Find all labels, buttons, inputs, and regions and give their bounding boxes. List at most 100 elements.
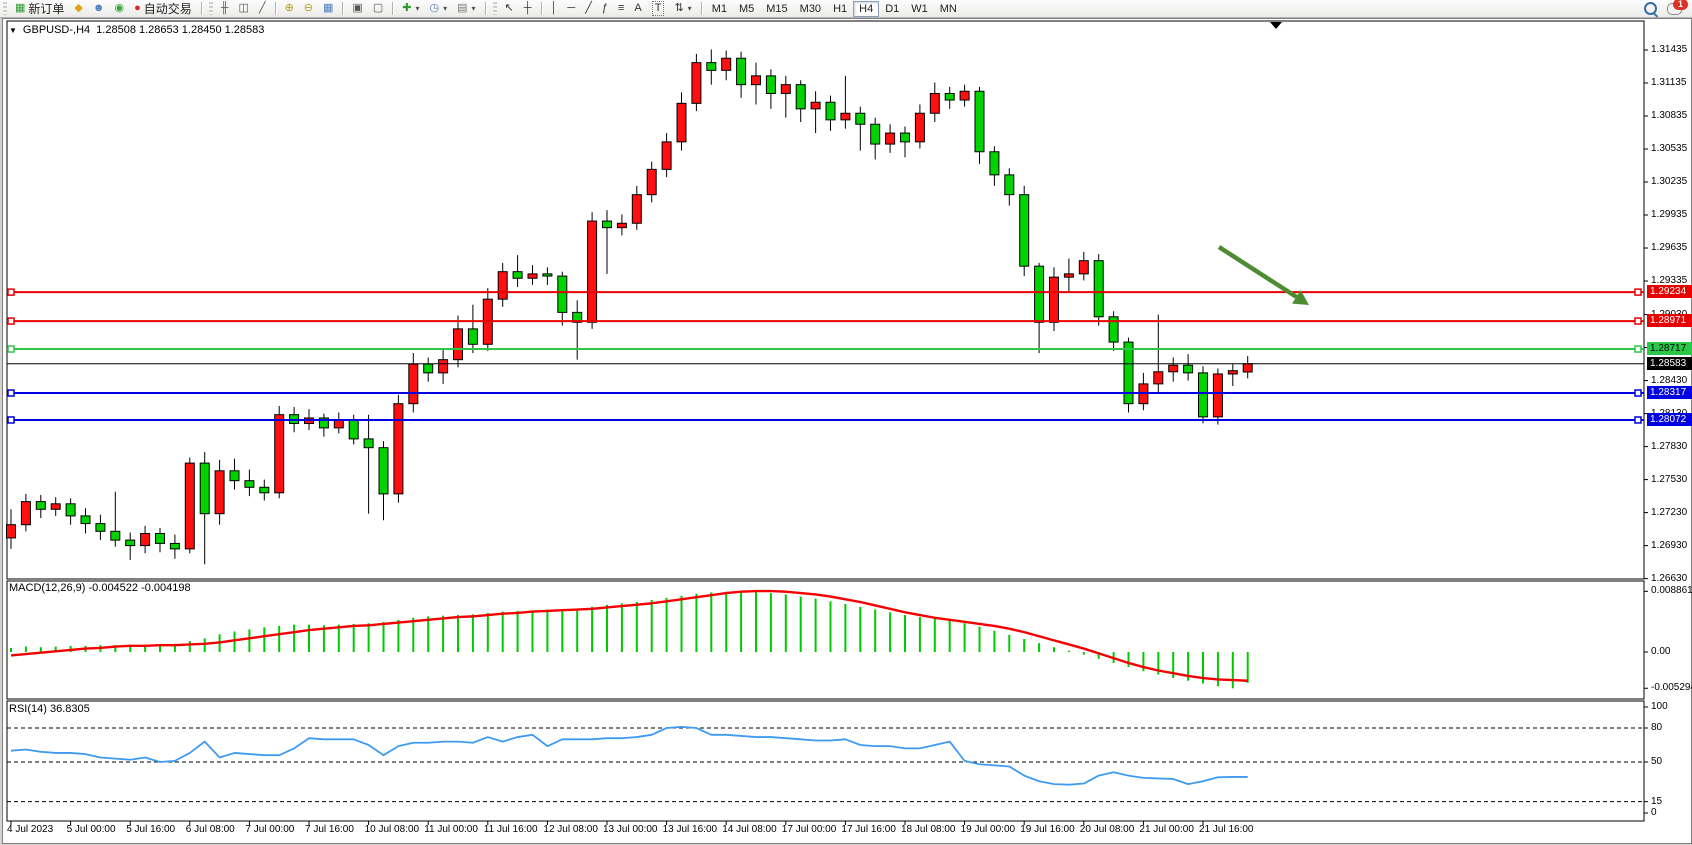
channel-button[interactable]: ≡ [613, 0, 629, 17]
price-tick-label: 1.28430 [1651, 374, 1688, 386]
tile-windows-button[interactable]: ▦ [318, 0, 338, 17]
cursor-button[interactable]: ↖ [500, 0, 519, 17]
new-order-icon: ▦ [15, 2, 26, 14]
styler-bucket-icon: ◆ [74, 2, 83, 14]
chart-shift-button[interactable]: ▢ [368, 0, 388, 17]
candle-body [1049, 276, 1059, 323]
timeframe-m15-button[interactable]: M15 [766, 2, 788, 15]
template-button[interactable]: ▤ ▾ [452, 0, 480, 17]
candle-body [1227, 370, 1238, 375]
cursor-icon: ↖ [504, 2, 514, 14]
fibonacci-button[interactable]: ƒ [597, 0, 613, 17]
timeframe-mn-button[interactable]: MN [939, 2, 957, 15]
candle-body [721, 57, 732, 71]
support-line-blue-2-handle-right[interactable] [1634, 416, 1642, 424]
toolbar-separator [484, 2, 486, 15]
timeframe-d1-button[interactable]: D1 [885, 2, 900, 15]
horizontal-line-button[interactable]: ─ [562, 0, 580, 17]
candle-body [393, 403, 404, 495]
crosshair-button[interactable]: ┼ [519, 0, 537, 17]
autotrading-button[interactable]: ● 自动交易 [129, 0, 197, 17]
support-line-green-handle-right[interactable] [1634, 345, 1642, 353]
resistance-line-1-handle-right[interactable] [1634, 288, 1642, 296]
support-line-green-handle-left[interactable] [7, 345, 15, 353]
candle-body [676, 102, 687, 143]
rsi-pane [6, 700, 1645, 822]
search-icon[interactable] [1644, 2, 1657, 15]
tile-windows-icon: ▦ [323, 2, 334, 14]
fibonacci-icon: ƒ [601, 2, 608, 14]
candle-body [1093, 260, 1104, 318]
price-tick-label: 1.30535 [1651, 143, 1688, 154]
candle-body [155, 532, 165, 544]
timeframe-h4-button[interactable]: H4 [853, 0, 880, 17]
new-order-button-label: 新订单 [28, 2, 65, 16]
add-indicator-icon: ✚ [402, 2, 412, 14]
line-chart-button[interactable]: ╱ [254, 0, 271, 17]
time-tick-label: 12 Jul 08:00 [543, 824, 598, 835]
candle-body [229, 470, 240, 482]
zoom-in-button[interactable]: ⊕ [280, 0, 299, 17]
add-indicator-button[interactable]: ✚ ▾ [397, 0, 424, 17]
resistance-line-2-handle-left[interactable] [7, 317, 15, 325]
time-tick-label: 11 Jul 00:00 [424, 824, 478, 835]
timeframe-m30-button[interactable]: M30 [799, 2, 822, 15]
macd-signal-line [10, 589, 1248, 682]
price-tick-label: 1.29935 [1651, 209, 1688, 221]
candle-body [348, 419, 359, 440]
macd-pane [6, 580, 1645, 700]
annotation-arrow-shaft[interactable] [1217, 245, 1298, 299]
annotation-arrow-head[interactable] [1292, 290, 1309, 305]
candle-body [6, 524, 16, 539]
resistance-line-1-handle-left[interactable] [7, 288, 15, 296]
support-line-blue-1-handle-left[interactable] [7, 389, 15, 397]
zoom-out-button[interactable]: ⊖ [299, 0, 318, 17]
zoom-out-icon: ⊖ [303, 2, 314, 14]
resistance-line-2-handle-right[interactable] [1634, 317, 1642, 325]
timeframe-m1-button[interactable]: M1 [711, 2, 727, 15]
macd-pane-label: MACD(12,26,9) -0.004522 -0.004198 [9, 582, 191, 594]
timeframe-w1-button[interactable]: W1 [911, 2, 928, 15]
text-button[interactable]: A [629, 0, 646, 17]
line-chart-icon: ╱ [258, 2, 266, 14]
new-order-button[interactable]: ▦ 新订单 [10, 0, 69, 17]
vertical-line-button[interactable]: │ [546, 0, 563, 17]
text-label-button[interactable]: T [647, 0, 670, 17]
chevron-down-icon[interactable]: ▼ [9, 25, 17, 35]
candle-body [467, 328, 478, 345]
support-line-blue-1-handle-right[interactable] [1634, 389, 1642, 397]
styler-bucket-button[interactable]: ◆ [69, 0, 87, 17]
candle-body [885, 132, 896, 145]
auto-scroll-button[interactable]: ▣ [347, 0, 367, 17]
price-tick-label: 1.29635 [1651, 242, 1688, 254]
candlestick-chart-button[interactable]: ◫ [234, 0, 254, 17]
chat-icon[interactable]: 1 [1667, 0, 1688, 15]
support-line-green-price-label: 1.28717 [1647, 342, 1692, 355]
symbol-info-bar[interactable]: ▼ GBPUSD-,H4 1.28508 1.28653 1.28450 1.2… [9, 24, 264, 36]
bar-chart-button[interactable]: ╫ [216, 0, 234, 17]
support-line-blue-2-handle-left[interactable] [7, 416, 15, 424]
bar-chart-icon: ╫ [220, 2, 229, 14]
horizontal-line-icon: ─ [567, 2, 576, 14]
timeframe-m5-button[interactable]: M5 [738, 2, 755, 15]
macd-indicator-name: MACD(12,26,9) [9, 582, 86, 594]
profile-button[interactable]: ☻ [88, 0, 110, 17]
period-button[interactable]: ◷ ▾ [424, 0, 452, 17]
trendline-button[interactable]: ╱ [580, 0, 597, 17]
signal-button[interactable]: ◉ [109, 0, 129, 17]
candle-body [929, 92, 940, 114]
candle-body [363, 438, 374, 449]
chart-canvas[interactable] [3, 19, 1692, 843]
candle-body [751, 75, 761, 86]
timeframe-h1-button[interactable]: H1 [833, 2, 848, 15]
candle-body [512, 271, 523, 279]
candle-body [1063, 273, 1074, 278]
price-tick-label: 1.31135 [1651, 77, 1687, 88]
chart-window: ▼ GBPUSD-,H4 1.28508 1.28653 1.28450 1.2… [2, 18, 1692, 844]
autotrading-icon: ● [134, 2, 141, 14]
candle-body [616, 222, 627, 229]
trendline-icon: ╱ [585, 2, 592, 14]
candle-body [780, 84, 791, 94]
arrows-button[interactable]: ⇅ ▾ [669, 0, 696, 17]
